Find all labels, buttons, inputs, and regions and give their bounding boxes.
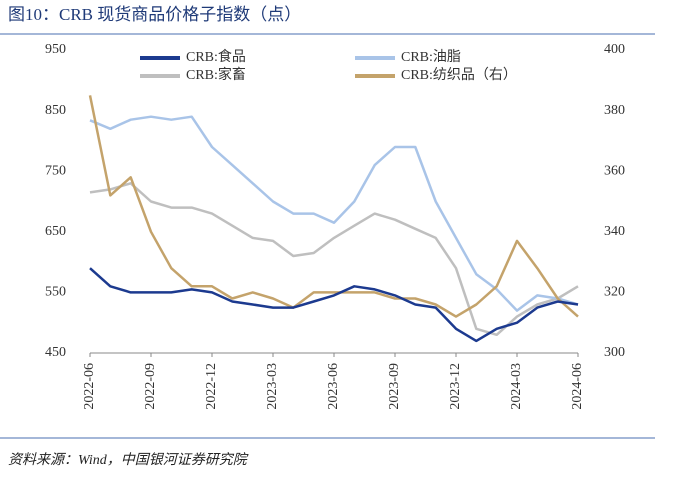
legend-label: CRB:油脂 bbox=[401, 49, 461, 65]
legend-label: CRB:纺织品（右） bbox=[401, 67, 517, 83]
series-line bbox=[88, 95, 579, 318]
source: 资料来源：Wind，中国银河证券研究院 bbox=[8, 452, 249, 468]
y2-tick-label: 360 bbox=[604, 163, 625, 178]
y2-tick-label: 340 bbox=[604, 224, 625, 239]
series-line bbox=[89, 115, 579, 312]
y-tick-label: 450 bbox=[45, 345, 66, 360]
y-tick-label: 750 bbox=[45, 163, 66, 178]
x-tick-label: 2023-09 bbox=[387, 363, 402, 410]
y2-tick-label: 400 bbox=[604, 42, 625, 57]
legend-label: CRB:家畜 bbox=[186, 66, 246, 83]
series-line bbox=[89, 182, 579, 337]
y-tick-label: 650 bbox=[45, 224, 66, 239]
x-tick-label: 2023-06 bbox=[326, 363, 341, 410]
x-tick-label: 2023-12 bbox=[448, 363, 463, 410]
x-tick-label: 2022-12 bbox=[204, 363, 219, 410]
y-tick-label: 550 bbox=[45, 285, 66, 300]
chart-title: 图10：CRB 现货商品价格子指数（点） bbox=[8, 5, 301, 24]
series-line bbox=[89, 267, 579, 343]
x-tick-label: 2022-06 bbox=[82, 363, 97, 410]
y-tick-label: 950 bbox=[45, 42, 66, 57]
legend-label: CRB:食品 bbox=[186, 48, 246, 65]
y2-tick-label: 380 bbox=[604, 103, 625, 118]
x-tick-label: 2024-06 bbox=[570, 363, 585, 410]
y-tick-label: 850 bbox=[45, 103, 66, 118]
x-tick-label: 2023-03 bbox=[265, 363, 280, 410]
y2-tick-label: 300 bbox=[604, 345, 625, 360]
x-tick-label: 2024-03 bbox=[509, 363, 524, 410]
x-tick-label: 2022-09 bbox=[143, 363, 158, 410]
y2-tick-label: 320 bbox=[604, 285, 625, 300]
